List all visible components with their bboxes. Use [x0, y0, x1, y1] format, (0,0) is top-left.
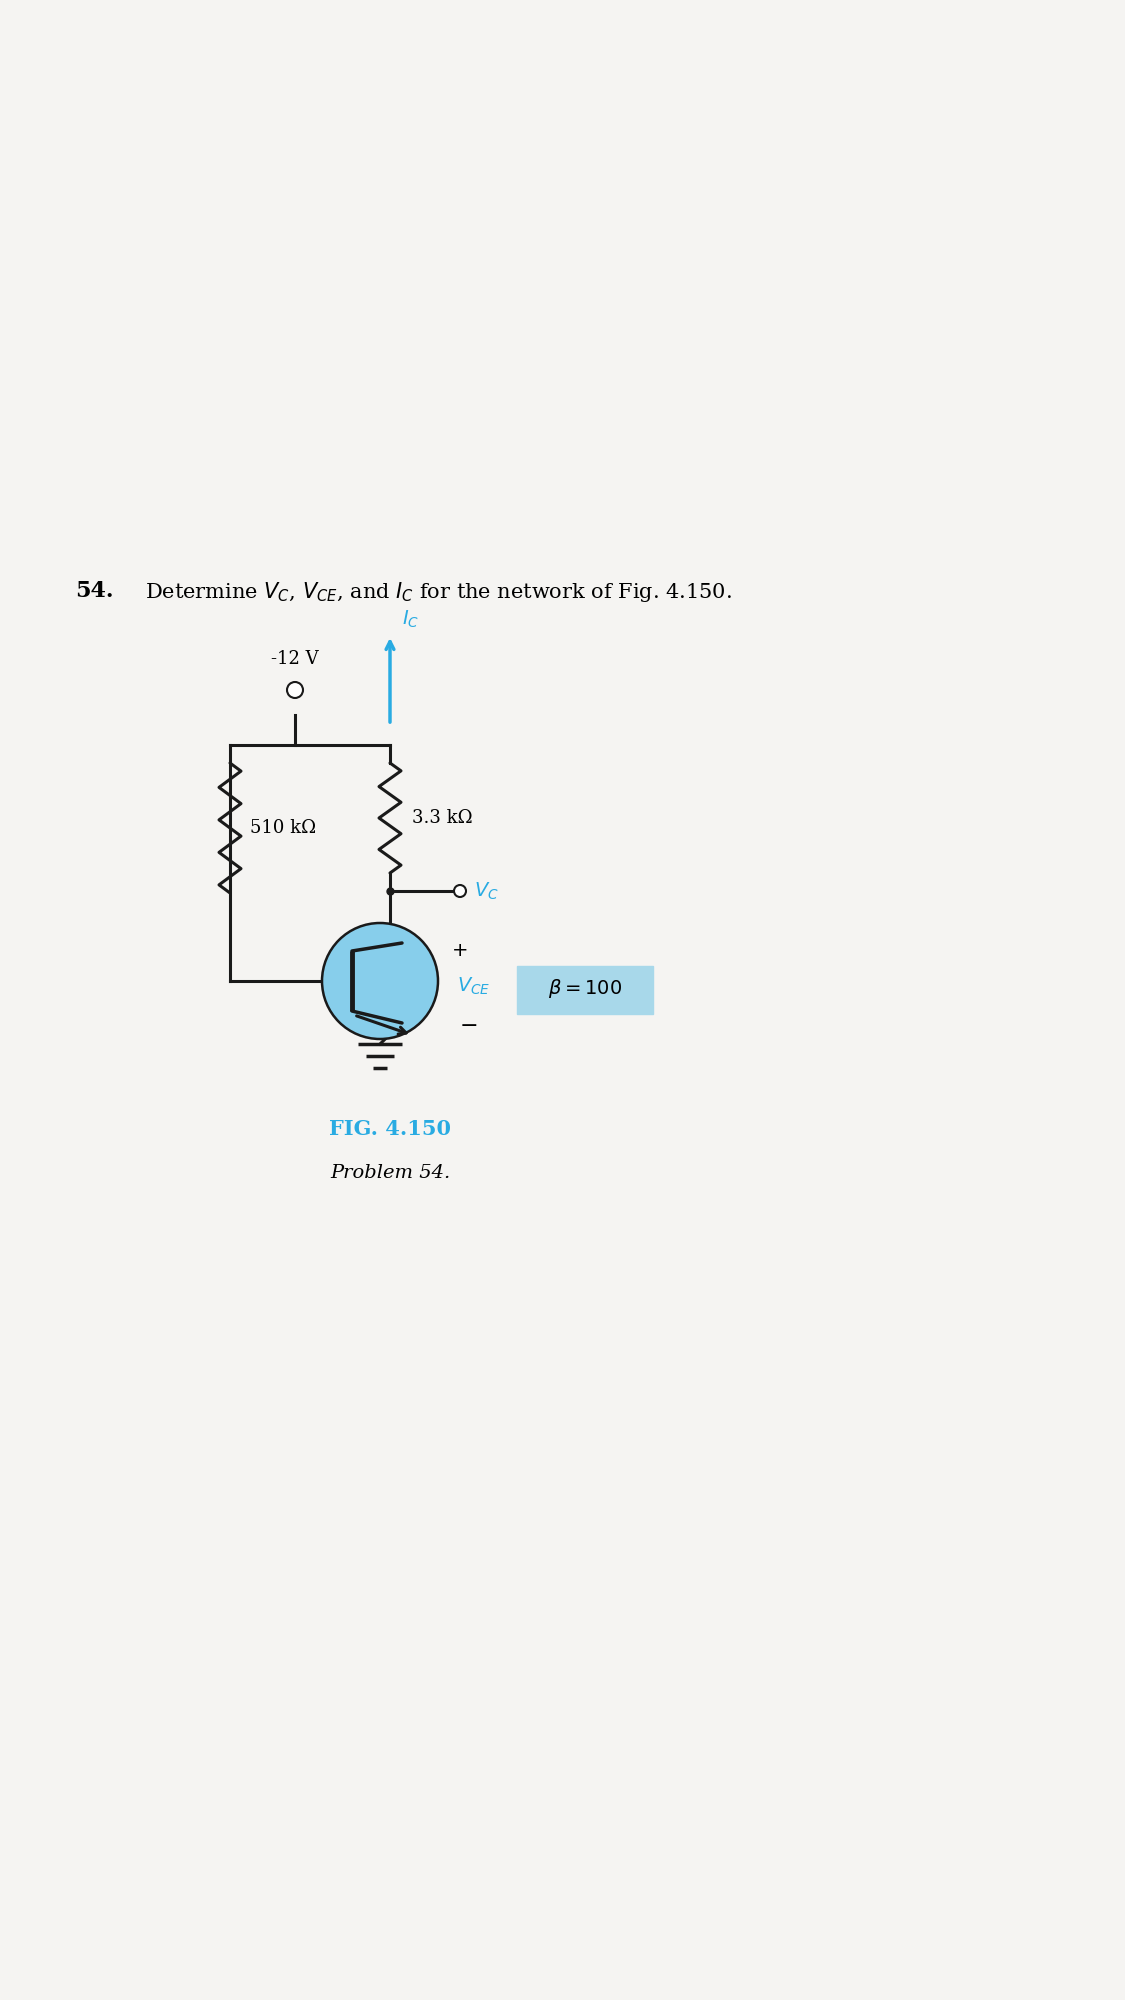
Circle shape	[287, 682, 303, 698]
Circle shape	[322, 924, 438, 1040]
Text: $V_C$: $V_C$	[474, 880, 498, 902]
Text: Problem 54.: Problem 54.	[330, 1164, 450, 1182]
Text: 3.3 kΩ: 3.3 kΩ	[412, 808, 472, 828]
FancyBboxPatch shape	[518, 966, 652, 1014]
Text: $V_{CE}$: $V_{CE}$	[457, 976, 490, 996]
Circle shape	[455, 884, 466, 896]
Text: 510 kΩ: 510 kΩ	[250, 820, 316, 836]
Text: $I_C$: $I_C$	[402, 608, 420, 630]
Text: Determine $V_C$, $V_{CE}$, and $I_C$ for the network of Fig. 4.150.: Determine $V_C$, $V_{CE}$, and $I_C$ for…	[145, 580, 732, 604]
Text: -12 V: -12 V	[271, 650, 318, 668]
Text: +: +	[452, 942, 468, 960]
Text: 54.: 54.	[75, 580, 114, 602]
Text: −: −	[460, 1016, 478, 1036]
Text: $\beta = 100$: $\beta = 100$	[548, 978, 622, 1000]
Text: FIG. 4.150: FIG. 4.150	[328, 1120, 451, 1140]
